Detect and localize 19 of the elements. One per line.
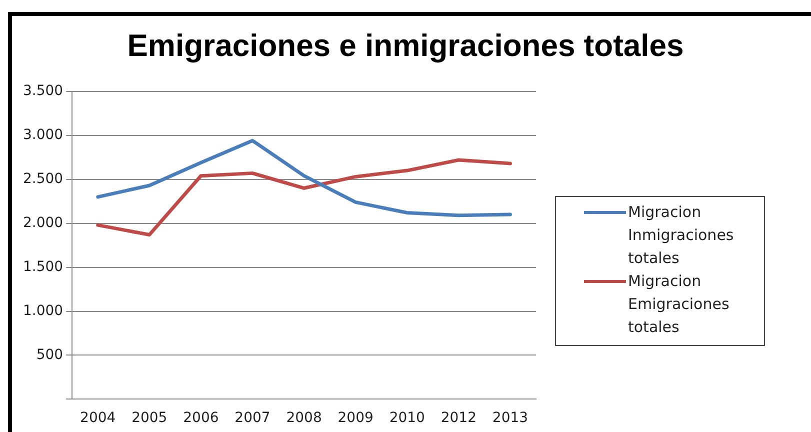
legend-label: Migracion Emigraciones totales <box>628 271 730 338</box>
x-tick-label: 2012 <box>440 410 476 426</box>
y-tick-label: 3.000 <box>22 127 64 144</box>
y-tick-label: 500 <box>36 346 64 363</box>
x-tick-label: 2013 <box>492 410 528 426</box>
x-tick-label: 2006 <box>183 410 219 426</box>
x-tick-label: 2007 <box>234 410 270 426</box>
legend-label: Migracion Inmigraciones totales <box>628 202 735 269</box>
x-tick-label: 2009 <box>338 410 374 426</box>
y-tick-label: 1.000 <box>22 302 64 319</box>
chart-title: Emigraciones e inmigraciones totales <box>126 28 685 64</box>
x-tick-label: 2004 <box>80 410 116 426</box>
y-tick-label: 2.500 <box>22 170 64 187</box>
y-tick-label: 3.500 <box>22 83 64 100</box>
y-tick-label: 2.000 <box>22 214 64 231</box>
x-tick-label: 2010 <box>389 410 425 426</box>
x-tick-label: 2005 <box>132 410 168 426</box>
x-tick-label: 2008 <box>286 410 322 426</box>
y-tick-label: 1.500 <box>22 258 64 275</box>
